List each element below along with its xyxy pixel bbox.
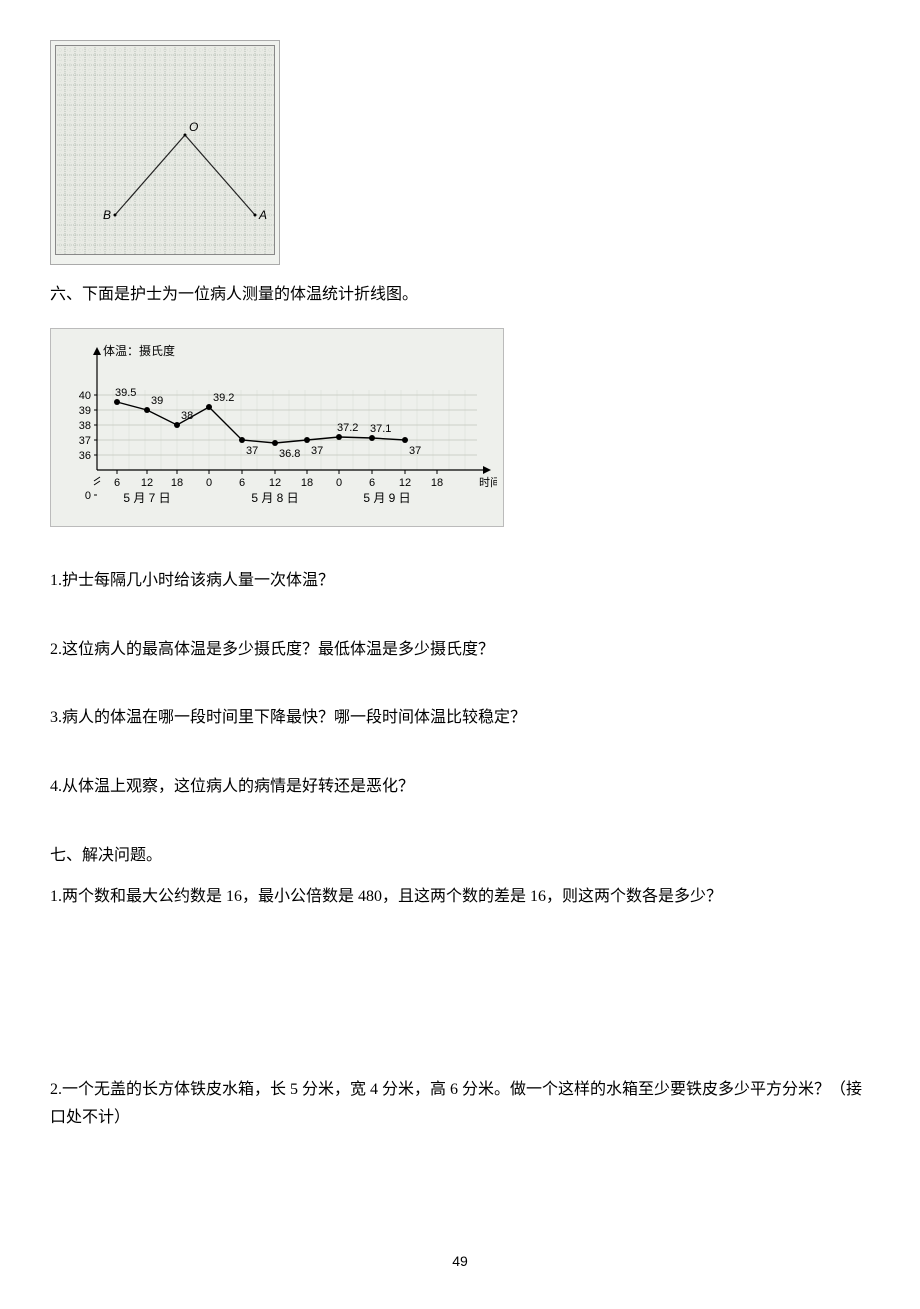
s6-q3: 3.病人的体温在哪一段时间里下降最快？哪一段时间体温比较稳定？ (50, 704, 870, 733)
svg-text:6: 6 (114, 477, 120, 489)
svg-text:5 月 8 日: 5 月 8 日 (251, 491, 298, 505)
svg-text:0: 0 (85, 490, 91, 502)
svg-text:0: 0 (336, 477, 342, 489)
temp-chart-box: 体温：摄氏度03637383940612180612180612185 月 7 … (50, 328, 504, 527)
svg-text:38: 38 (181, 410, 193, 422)
svg-text:36.8: 36.8 (279, 448, 300, 460)
svg-text:B: B (103, 208, 111, 222)
svg-text:5 月 7 日: 5 月 7 日 (123, 491, 170, 505)
temp-chart-svg: 体温：摄氏度03637383940612180612180612185 月 7 … (57, 335, 497, 515)
svg-text:时间: 时间 (479, 476, 497, 489)
svg-text:12: 12 (399, 477, 411, 489)
section7-heading: 七、解决问题。 (50, 842, 870, 871)
s6-q1: 1.护士每隔几小时给该病人量一次体温？ (50, 567, 870, 596)
figure-grid-box: O A B (50, 40, 280, 265)
svg-text:39.2: 39.2 (213, 392, 234, 404)
svg-text:37: 37 (79, 435, 91, 447)
svg-text:38: 38 (79, 420, 91, 432)
svg-text:39: 39 (151, 395, 163, 407)
svg-text:6: 6 (239, 477, 245, 489)
svg-text:39: 39 (79, 405, 91, 417)
figure-grid-svg: O A B (55, 45, 275, 255)
svg-text:18: 18 (431, 477, 443, 489)
svg-text:39.5: 39.5 (115, 387, 136, 399)
svg-text:36: 36 (79, 450, 91, 462)
s7-q1: 1.两个数和最大公约数是 16，最小公倍数是 480，且这两个数的差是 16，则… (50, 883, 870, 912)
s7-q2: 2.一个无盖的长方体铁皮水箱，长 5 分米，宽 4 分米，高 6 分米。做一个这… (50, 1076, 870, 1134)
svg-text:0: 0 (206, 477, 212, 489)
work-space-1 (50, 924, 870, 1064)
svg-text:37: 37 (246, 445, 258, 457)
svg-text:18: 18 (171, 477, 183, 489)
svg-text:37.2: 37.2 (337, 422, 358, 434)
s6-q4: 4.从体温上观察，这位病人的病情是好转还是恶化？ (50, 773, 870, 802)
svg-text:37.1: 37.1 (370, 423, 391, 435)
svg-text:18: 18 (301, 477, 313, 489)
svg-text:体温：摄氏度: 体温：摄氏度 (103, 343, 175, 358)
svg-text:12: 12 (141, 477, 153, 489)
svg-text:40: 40 (79, 390, 91, 402)
svg-text:6: 6 (369, 477, 375, 489)
page-number: 49 (50, 1253, 870, 1269)
s6-q2: 2.这位病人的最高体温是多少摄氏度？最低体温是多少摄氏度？ (50, 636, 870, 665)
svg-text:5 月 9 日: 5 月 9 日 (363, 491, 410, 505)
svg-text:O: O (189, 120, 198, 134)
svg-text:37: 37 (311, 445, 323, 457)
svg-text:A: A (258, 208, 267, 222)
section6-heading: 六、下面是护士为一位病人测量的体温统计折线图。 (50, 281, 870, 310)
svg-text:37: 37 (409, 445, 421, 457)
svg-text:12: 12 (269, 477, 281, 489)
